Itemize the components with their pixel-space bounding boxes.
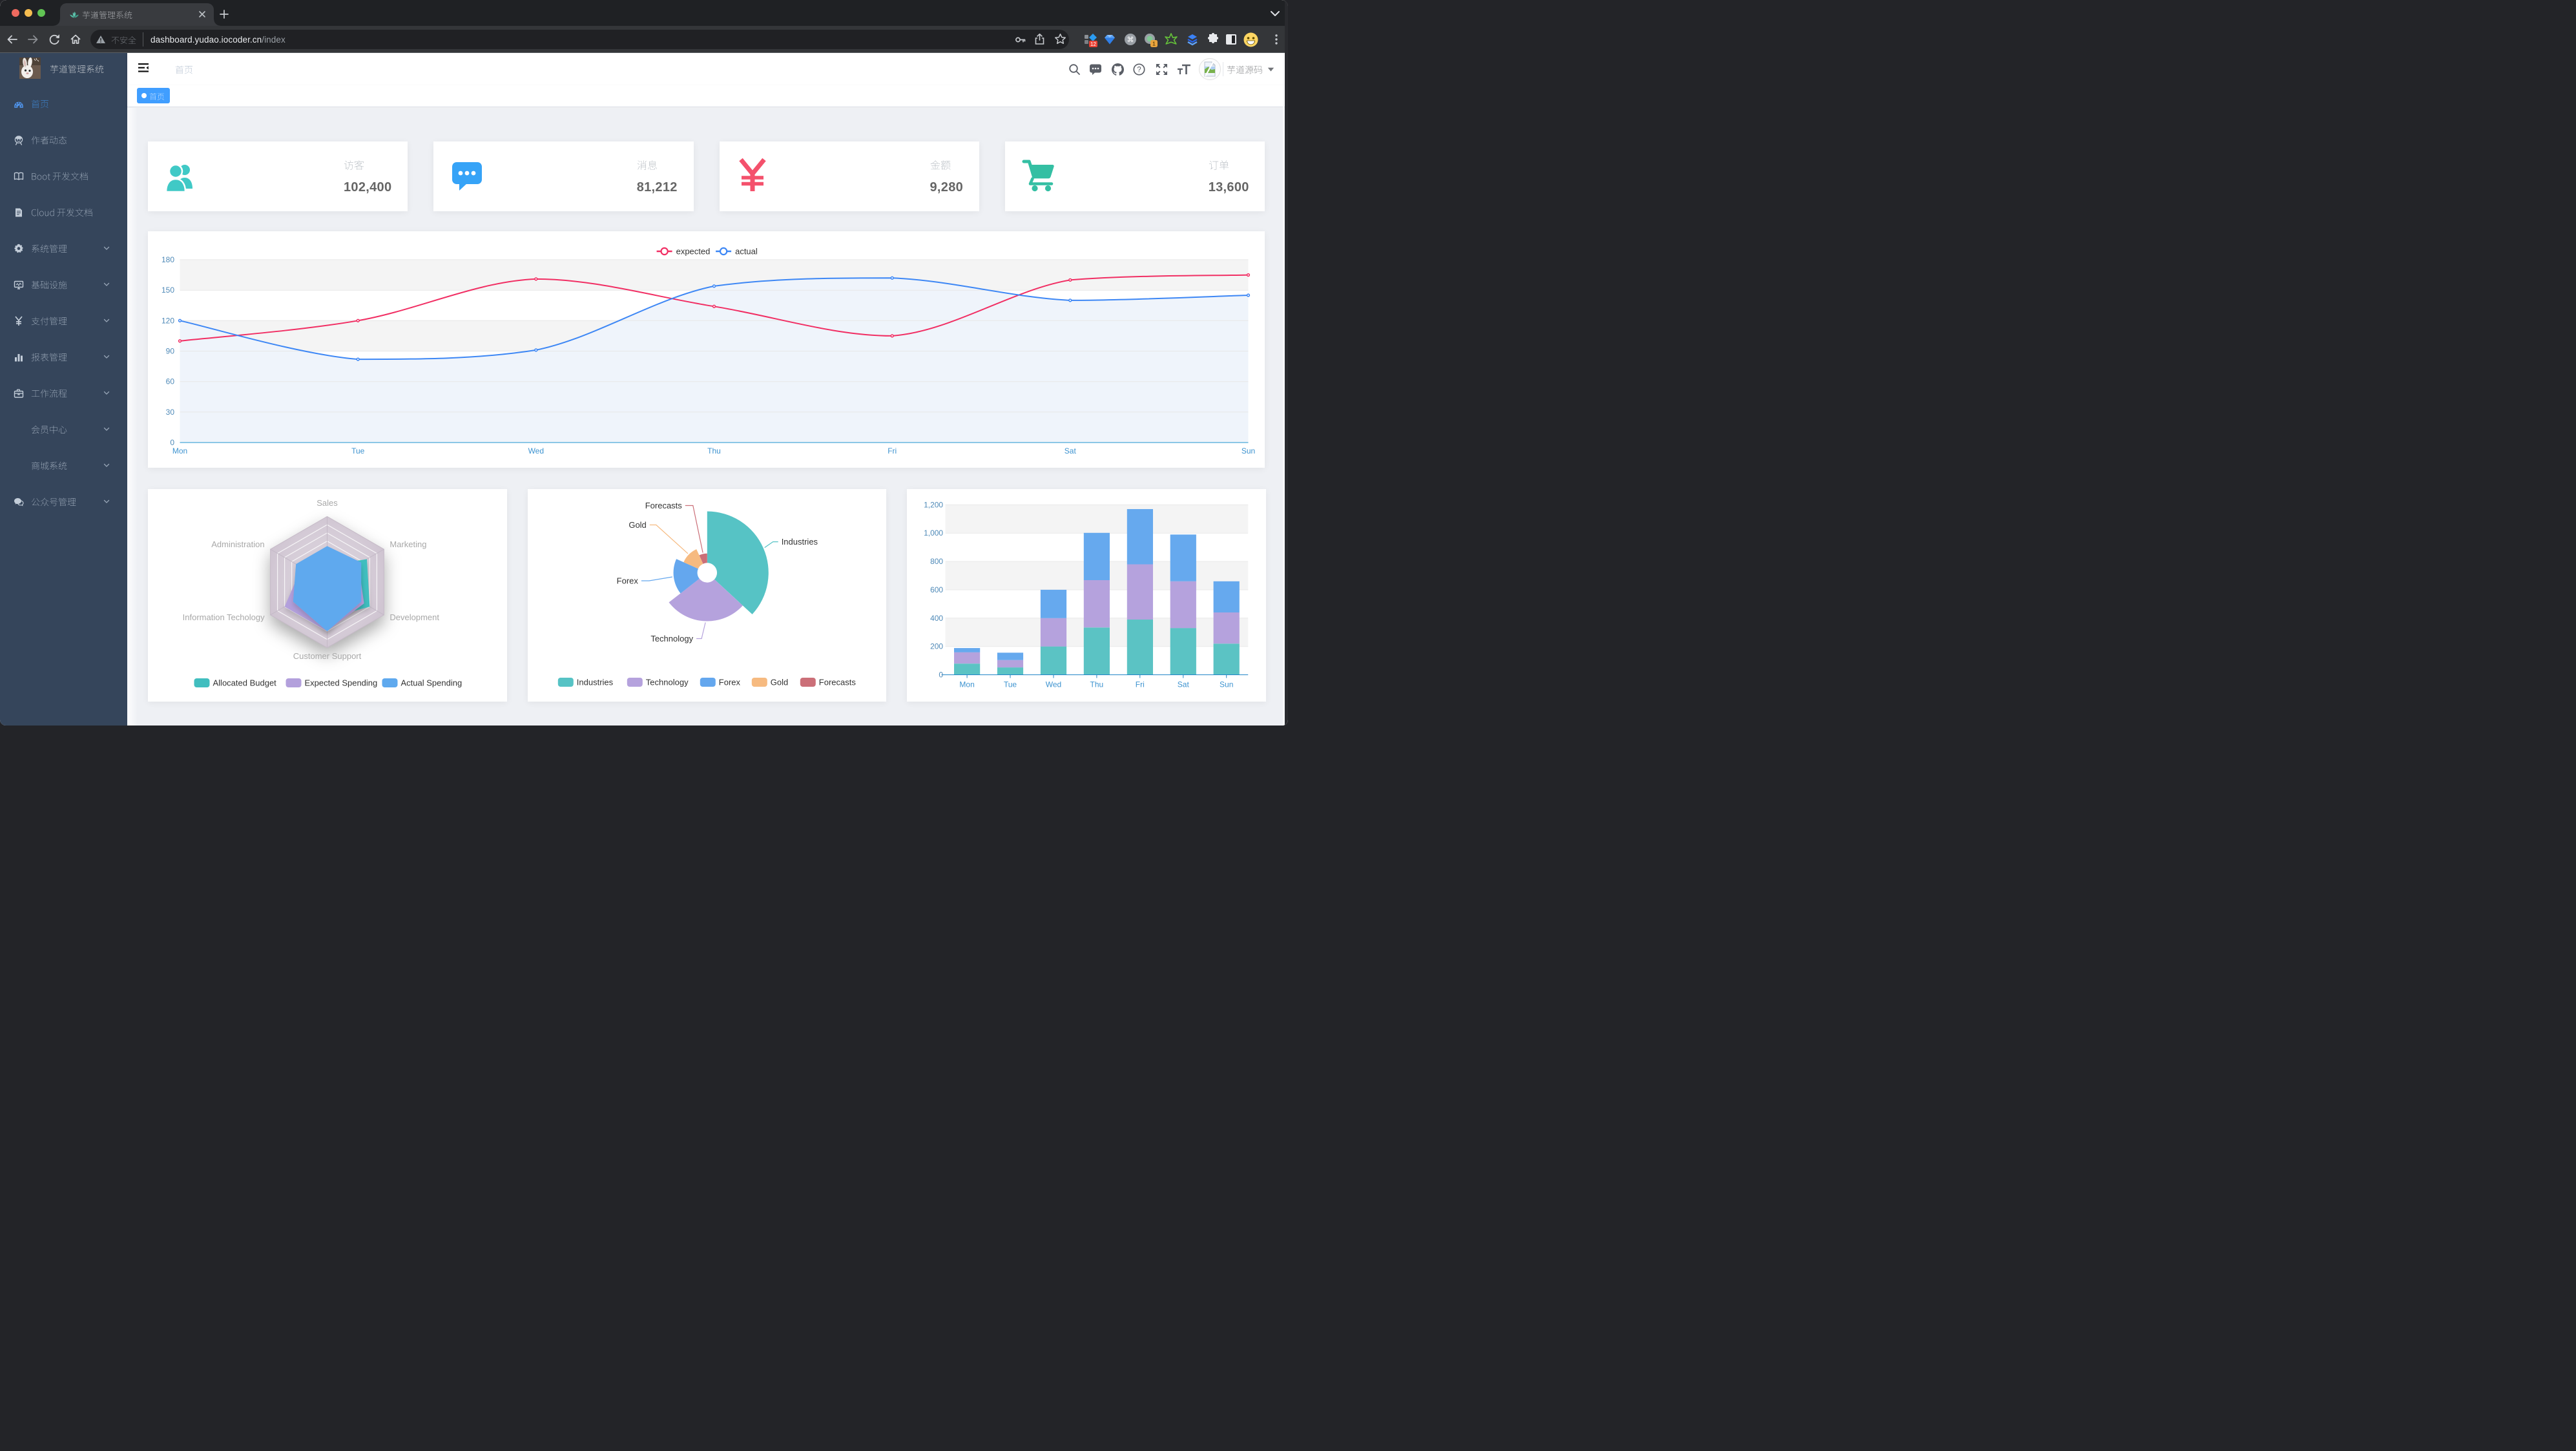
svg-text:Gold: Gold <box>770 677 787 687</box>
svg-text:Sun: Sun <box>1220 680 1233 689</box>
svg-text:Wed: Wed <box>528 446 544 455</box>
svg-text:800: 800 <box>930 557 943 566</box>
svg-text:Fri: Fri <box>1136 680 1145 689</box>
svg-text:30: 30 <box>166 408 175 417</box>
svg-text:90: 90 <box>166 347 175 356</box>
svg-text:12: 12 <box>1090 41 1096 47</box>
svg-text:Industries: Industries <box>781 537 818 547</box>
svg-text:Sat: Sat <box>1178 680 1190 689</box>
svg-text:600: 600 <box>930 585 943 594</box>
svg-text:Sales: Sales <box>317 498 338 508</box>
svg-text:⌘: ⌘ <box>1127 36 1134 44</box>
svg-text:Expected Spending: Expected Spending <box>305 678 378 687</box>
svg-text:Forecasts: Forecasts <box>818 677 856 687</box>
svg-text:Gold: Gold <box>628 520 646 530</box>
svg-text:60: 60 <box>166 377 175 386</box>
svg-text:1,000: 1,000 <box>924 528 943 538</box>
svg-text:Fri: Fri <box>888 446 897 455</box>
svg-text:1: 1 <box>1152 41 1156 47</box>
svg-text:Forecasts: Forecasts <box>645 501 682 510</box>
svg-text:Tue: Tue <box>1004 680 1017 689</box>
svg-text:Thu: Thu <box>707 446 721 455</box>
svg-text:0: 0 <box>939 670 944 679</box>
svg-text:Actual Spending: Actual Spending <box>401 678 462 687</box>
svg-text:1,200: 1,200 <box>924 500 943 509</box>
svg-text:Sat: Sat <box>1065 446 1077 455</box>
svg-text:?: ? <box>1137 67 1141 74</box>
svg-text:Allocated Budget: Allocated Budget <box>213 678 277 687</box>
svg-text:Mon: Mon <box>960 680 975 689</box>
svg-text:Technology: Technology <box>645 677 688 687</box>
svg-text:expected: expected <box>676 247 711 256</box>
svg-text:Technology: Technology <box>650 634 693 643</box>
svg-text:Customer Support: Customer Support <box>293 651 362 661</box>
svg-text:Administration: Administration <box>211 539 264 549</box>
svg-text:200: 200 <box>930 642 943 651</box>
svg-text:actual: actual <box>735 247 758 256</box>
svg-text:150: 150 <box>161 286 174 295</box>
svg-text:Information Techology: Information Techology <box>183 612 265 622</box>
svg-text:Forex: Forex <box>616 576 638 585</box>
svg-text:180: 180 <box>161 255 174 264</box>
svg-text:400: 400 <box>930 613 943 622</box>
svg-text:Forex: Forex <box>718 677 740 687</box>
svg-text:Mon: Mon <box>172 446 187 455</box>
svg-text:Marketing: Marketing <box>390 539 426 549</box>
svg-text:Thu: Thu <box>1090 680 1104 689</box>
svg-text:120: 120 <box>161 316 174 325</box>
svg-text:0: 0 <box>170 438 174 447</box>
svg-text:Wed: Wed <box>1046 680 1061 689</box>
svg-text:Development: Development <box>390 612 439 622</box>
svg-text:Sun: Sun <box>1241 446 1255 455</box>
svg-text:Tue: Tue <box>351 446 365 455</box>
svg-text:Industries: Industries <box>576 677 613 687</box>
